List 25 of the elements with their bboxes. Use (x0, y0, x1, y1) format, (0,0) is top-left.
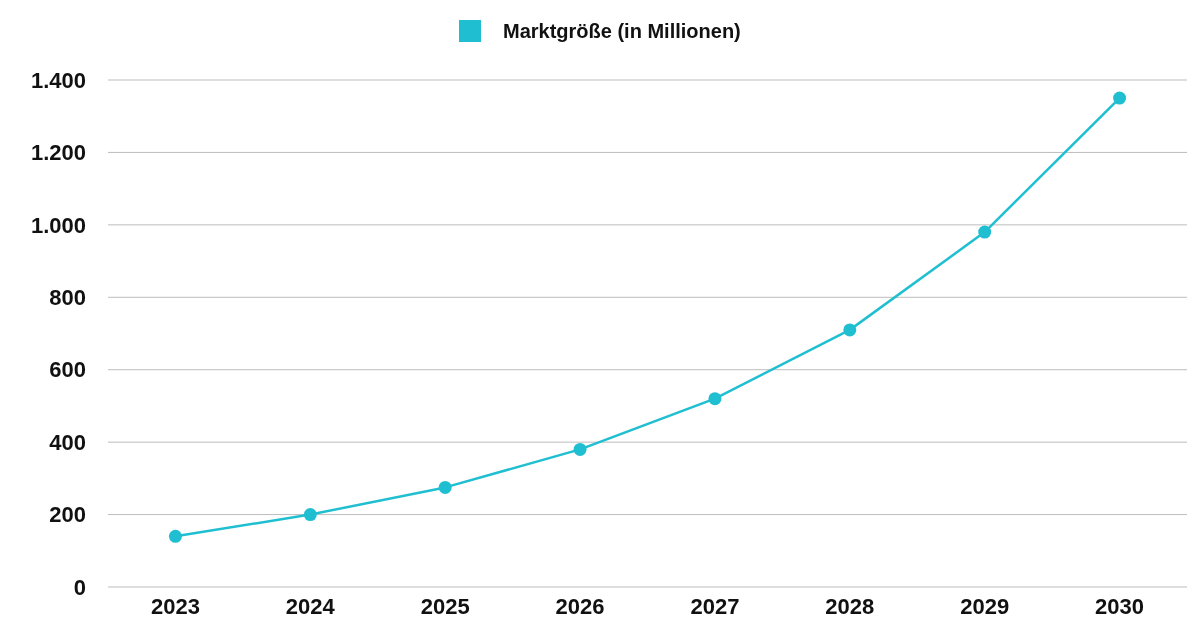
x-tick-label: 2028 (825, 594, 875, 619)
point (438, 480, 452, 494)
y-tick-label: 800 (49, 284, 86, 310)
point (573, 442, 587, 456)
x-tick-label: 2026 (555, 594, 605, 619)
y-tick-label: 600 (49, 357, 86, 383)
point (708, 392, 722, 406)
legend-label: Marktgröße (in Millionen) (503, 20, 741, 42)
y-tick-label: 400 (49, 429, 86, 455)
point (168, 529, 182, 543)
y-tick-label: 1.200 (30, 140, 86, 166)
x-tick-label: 2024 (285, 594, 336, 619)
point (843, 323, 857, 337)
y-tick-label: 1.400 (30, 67, 86, 93)
x-tick-label: 2027 (690, 594, 740, 619)
point (1113, 91, 1127, 105)
point (978, 225, 992, 239)
x-tick-label: 2025 (420, 594, 470, 619)
y-tick-label: 200 (49, 502, 86, 528)
y-tick-label: 1.000 (30, 212, 86, 238)
y-tick-label: 0 (73, 574, 86, 600)
x-tick-label: 2030 (1095, 594, 1145, 619)
point (303, 508, 317, 522)
x-tick-label: 2023 (150, 594, 200, 619)
x-tick-label: 2029 (960, 594, 1010, 619)
